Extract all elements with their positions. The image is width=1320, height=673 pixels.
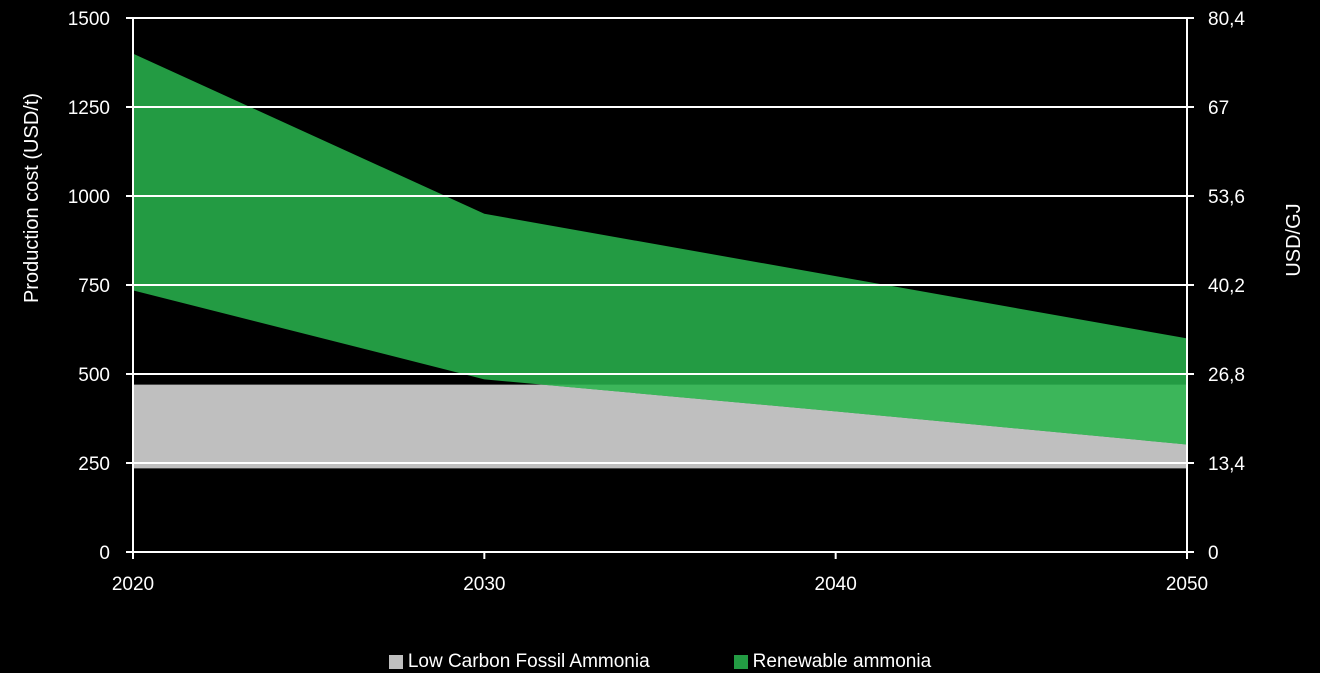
area-renewable-ammonia <box>133 53 1187 445</box>
y-tick-label-left: 500 <box>78 365 110 386</box>
y-tick-label-right: 80,4 <box>1208 9 1245 30</box>
legend-label-fossil: Low Carbon Fossil Ammonia <box>407 650 650 672</box>
plot-area <box>133 53 1187 469</box>
x-tick-label: 2050 <box>1166 574 1208 595</box>
y-tick-label-right: 53,6 <box>1208 187 1245 208</box>
y-axis-right-title: USD/GJ <box>1283 203 1305 276</box>
area-overlap <box>542 384 1187 445</box>
axes <box>126 17 1194 559</box>
tick-labels: 0 0 250 13,4 500 26,8 750 40,2 1000 53,6 1250 67 150… <box>68 9 1246 595</box>
y-tick-label-left: 1500 <box>68 9 110 30</box>
x-tick-label: 2040 <box>815 574 857 595</box>
y-tick-label-left: 750 <box>78 276 110 297</box>
x-tick-label: 2020 <box>112 574 154 595</box>
y-tick-label-left: 1250 <box>68 98 110 119</box>
legend-swatch-fossil <box>388 654 403 669</box>
legend: Low Carbon Fossil Ammonia Renewable ammo… <box>0 650 1320 673</box>
y-tick-label-left: 0 <box>99 543 110 564</box>
y-tick-label-right: 67 <box>1208 98 1229 119</box>
legend-item-fossil: Low Carbon Fossil Ammonia <box>388 650 650 673</box>
y-axis-left-title: Production cost (USD/t) <box>21 93 43 303</box>
x-tick-label: 2030 <box>463 574 505 595</box>
legend-item-renewable: Renewable ammonia <box>733 650 932 673</box>
y-tick-label-left: 250 <box>78 454 110 475</box>
y-tick-label-right: 26,8 <box>1208 365 1245 386</box>
y-tick-label-right: 13,4 <box>1208 454 1245 475</box>
y-tick-label-right: 40,2 <box>1208 276 1245 297</box>
y-tick-label-left: 1000 <box>68 187 110 208</box>
gridlines <box>133 17 1187 464</box>
legend-label-renewable: Renewable ammonia <box>752 650 932 672</box>
y-tick-label-right: 0 <box>1208 543 1219 564</box>
legend-swatch-renewable <box>733 654 748 669</box>
